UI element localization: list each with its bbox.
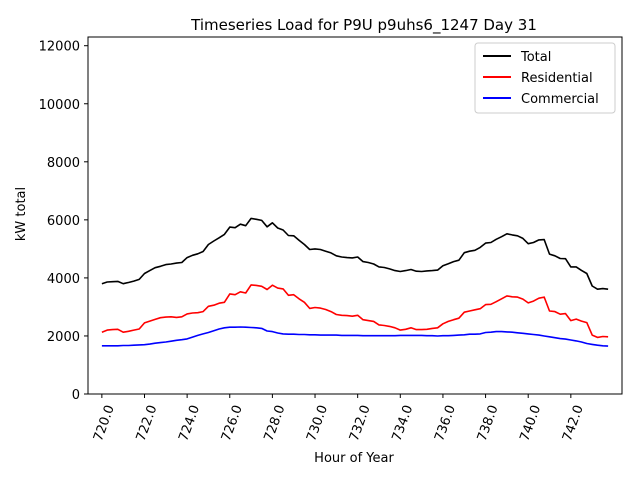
series-line-total xyxy=(101,217,609,291)
x-axis-label: Hour of Year xyxy=(314,451,394,466)
chart-title: Timeseries Load for P9U p9uhs6_1247 Day … xyxy=(190,16,537,35)
y-tick-label: 2000 xyxy=(47,330,80,345)
y-tick-label: 6000 xyxy=(47,214,80,229)
y-tick-label: 0 xyxy=(72,388,80,403)
legend: Total Residential Commercial xyxy=(474,42,616,114)
y-tick-label: 10000 xyxy=(39,98,80,113)
legend-label-total: Total xyxy=(520,50,551,65)
plot-frame xyxy=(87,36,623,395)
y-axis-label: kW total xyxy=(14,187,29,241)
y-tick-label: 8000 xyxy=(47,156,80,171)
legend-box xyxy=(474,42,616,114)
series-layer xyxy=(101,217,609,347)
y-axis: 0 2000 4000 6000 8000 10000 12000 xyxy=(39,40,88,403)
legend-label-residential: Residential xyxy=(521,71,593,86)
legend-label-commercial: Commercial xyxy=(521,92,599,107)
y-tick-label: 12000 xyxy=(39,40,80,55)
y-tick-label: 4000 xyxy=(47,272,80,287)
series-line-residential xyxy=(101,284,609,339)
series-line-commercial xyxy=(101,326,609,347)
